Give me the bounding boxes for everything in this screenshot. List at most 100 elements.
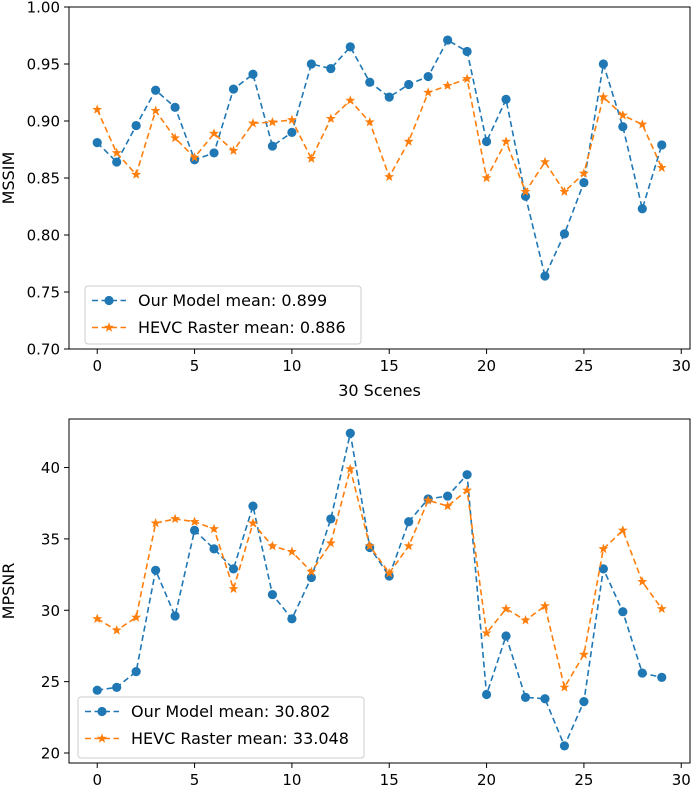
data-point [131, 169, 142, 179]
data-point [170, 102, 180, 112]
data-point [228, 564, 239, 574]
data-point [404, 517, 414, 527]
data-point [462, 73, 473, 84]
data-point [501, 603, 511, 614]
x-tick-label: 15 [380, 771, 399, 789]
data-point [617, 525, 628, 535]
data-point [403, 540, 414, 551]
x-tick-label: 30 [672, 771, 691, 789]
data-point [384, 571, 394, 581]
data-point [540, 156, 550, 167]
data-point [423, 87, 434, 97]
data-point [637, 576, 648, 586]
data-point [248, 118, 258, 128]
y-tick-label: 20 [41, 745, 60, 763]
y-tick-label: 0.70 [27, 341, 60, 359]
x-tick-label: 25 [574, 357, 593, 375]
data-point [637, 668, 647, 678]
data-point [92, 138, 102, 148]
data-point [325, 113, 336, 123]
data-point [384, 92, 394, 102]
data-point [267, 116, 278, 127]
data-point [598, 564, 608, 574]
data-point [559, 682, 570, 692]
x-tick-label: 30 [672, 357, 691, 375]
series-line [96, 38, 663, 279]
data-point [228, 84, 239, 94]
data-point [443, 35, 453, 45]
y-tick-label: 0.75 [27, 284, 60, 302]
y-axis-label: MSSIM [0, 152, 18, 205]
data-point [403, 136, 414, 146]
data-point [481, 172, 492, 183]
data-point [345, 42, 355, 52]
data-point [248, 501, 258, 511]
data-point [423, 71, 433, 82]
data-point [326, 514, 336, 524]
data-point [131, 667, 141, 677]
data-point [462, 46, 472, 57]
data-point [131, 120, 141, 131]
data-point [656, 603, 667, 614]
data-point [286, 546, 297, 556]
data-point [170, 513, 181, 524]
data-point [306, 572, 316, 583]
data-point [228, 145, 239, 155]
series-line [96, 77, 663, 194]
data-point [92, 685, 102, 695]
x-tick-label: 10 [282, 357, 301, 375]
legend: Our Model mean: 0.899 HEVC Raster mean: 0… [84, 285, 362, 345]
data-point [656, 162, 667, 172]
x-tick-label: 5 [190, 357, 200, 375]
data-point [170, 611, 180, 621]
series-our-model [92, 428, 667, 751]
y-tick-label: 40 [41, 459, 60, 477]
data-point [248, 518, 258, 528]
series-hevc-raster [92, 463, 667, 692]
x-tick-label: 15 [380, 357, 399, 375]
x-axis-label: 30 Scenes [338, 381, 421, 400]
data-point [209, 544, 219, 554]
data-point [150, 518, 161, 528]
legend-marker [104, 322, 114, 332]
data-point [267, 540, 278, 551]
data-point [384, 171, 395, 182]
data-point [598, 91, 609, 102]
data-point [540, 600, 550, 611]
data-point [364, 116, 375, 127]
data-point [579, 697, 589, 707]
legend-label: HEVC Raster mean: 33.048 [131, 729, 349, 748]
data-point [540, 694, 550, 704]
data-point [520, 692, 531, 702]
legend-marker [104, 295, 114, 306]
data-point [170, 132, 181, 143]
data-point [501, 136, 511, 146]
data-point [637, 119, 648, 129]
data-point [598, 543, 609, 554]
data-point [481, 136, 492, 147]
y-tick-label: 0.80 [27, 227, 60, 245]
legend-box [84, 285, 362, 345]
data-point [540, 271, 550, 281]
x-tick-label: 0 [92, 357, 102, 375]
series-our-model [92, 35, 667, 281]
data-point [111, 625, 122, 635]
data-point [365, 77, 375, 87]
data-point [559, 741, 570, 751]
axes-frame [68, 418, 691, 764]
legend-label: HEVC Raster mean: 0.886 [138, 318, 346, 337]
data-point [345, 428, 355, 438]
data-point [131, 612, 142, 622]
data-point [112, 157, 122, 167]
series-line [97, 433, 662, 748]
data-point [462, 485, 473, 495]
data-point [559, 186, 570, 196]
data-point [209, 148, 219, 158]
data-point [578, 168, 589, 178]
y-tick-label: 0.85 [27, 170, 60, 188]
data-point [559, 229, 570, 239]
chart-mssim: 0 5 10 15 20 25 30 0.70 0.75 0.80 0.85 0.90 0.95 1.00… [0, 0, 691, 400]
data-point [520, 615, 531, 625]
legend-marker [97, 706, 107, 717]
